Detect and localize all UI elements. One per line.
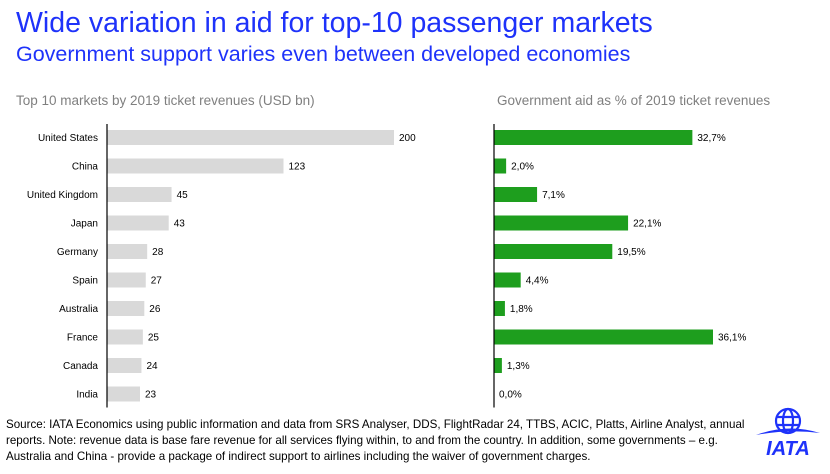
bar [107, 386, 141, 402]
chart-subtitle: Government support varies even between d… [16, 42, 631, 66]
data-label: 23 [145, 390, 157, 401]
bar [107, 301, 145, 316]
bar [107, 272, 146, 288]
data-label: 123 [289, 162, 306, 173]
data-label: 2,0% [511, 162, 534, 173]
right-panel-title: Government aid as % of 2019 ticket reven… [497, 93, 771, 108]
data-label: 25 [148, 333, 160, 344]
logo-text: IATA [766, 438, 810, 460]
data-label: 22,1% [633, 219, 661, 230]
category-label: China [72, 162, 99, 173]
iata-logo: IATA [756, 407, 820, 460]
data-label: 24 [146, 361, 158, 372]
bar [107, 244, 148, 259]
data-label: 200 [399, 133, 416, 144]
chart-title: Wide variation in aid for top-10 passeng… [16, 7, 653, 39]
category-label: India [76, 390, 98, 401]
bar [107, 358, 142, 373]
source-note: Source: IATA Economics using public info… [6, 418, 745, 463]
data-label: 4,4% [526, 276, 549, 287]
bar [107, 158, 284, 174]
data-label: 7,1% [542, 190, 565, 201]
data-label: 26 [149, 304, 161, 315]
bar [494, 358, 502, 373]
data-label: 19,5% [617, 247, 645, 258]
data-label: 1,8% [510, 304, 533, 315]
data-label: 45 [177, 190, 189, 201]
category-label: Japan [71, 219, 98, 230]
data-label: 1,3% [507, 361, 530, 372]
data-label: 36,1% [718, 333, 746, 344]
bar [107, 130, 394, 145]
category-label: Australia [59, 304, 98, 315]
category-label: Canada [63, 361, 98, 372]
swoosh-icon [756, 428, 820, 435]
bar [494, 244, 613, 259]
bar [107, 187, 172, 202]
data-label: 0,0% [499, 390, 522, 401]
category-label: Spain [72, 276, 98, 287]
bar-charts: 200 United States 123 China 45 United Kingdom… [27, 124, 746, 408]
category-label: United States [38, 133, 98, 144]
category-label: United Kingdom [27, 190, 98, 201]
bar [494, 130, 693, 145]
bar [494, 187, 538, 202]
data-label: 43 [174, 219, 186, 230]
data-label: 27 [151, 276, 163, 287]
bar [494, 301, 505, 316]
data-label: 28 [152, 247, 164, 258]
bar [107, 329, 143, 345]
data-label: 32,7% [697, 133, 725, 144]
left-panel-title: Top 10 markets by 2019 ticket revenues (… [16, 93, 315, 108]
category-label: Germany [57, 247, 98, 258]
bar [494, 329, 713, 345]
category-label: France [67, 333, 99, 344]
bar [107, 215, 169, 231]
bar [494, 215, 629, 231]
bar [494, 272, 521, 288]
bar [494, 158, 507, 174]
globe-icon [774, 407, 802, 435]
